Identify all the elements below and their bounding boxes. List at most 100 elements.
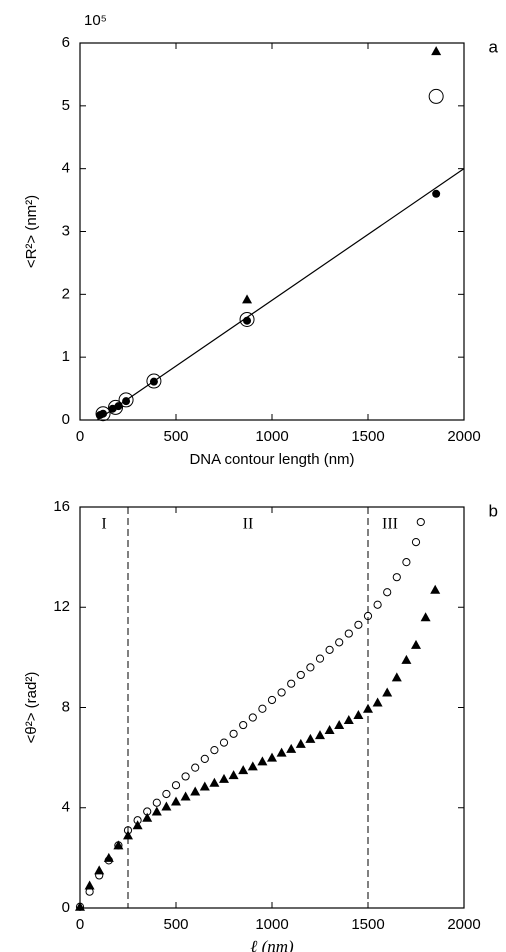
triangle-marker xyxy=(391,672,402,682)
open-circle-marker xyxy=(373,600,382,609)
open-circle-marker xyxy=(162,789,171,799)
y-tick-label: 6 xyxy=(62,34,70,51)
plot-frame xyxy=(79,506,465,909)
triangle-marker xyxy=(411,639,421,649)
triangle-marker xyxy=(151,806,162,816)
x-axis-label: ℓ (nm) xyxy=(250,937,294,952)
x-axis-label: DNA contour length (nm) xyxy=(189,451,354,468)
x-tick-label: 2000 xyxy=(447,428,480,445)
triangle-marker xyxy=(401,654,412,664)
triangle-marker xyxy=(276,747,287,757)
open-circle-marker xyxy=(146,373,162,389)
open-circle-marker xyxy=(402,558,411,567)
x-tick-label: 500 xyxy=(163,916,188,933)
triangle-marker xyxy=(286,743,297,753)
open-circle-marker xyxy=(411,537,421,547)
triangle-marker xyxy=(199,781,210,791)
x-tick-label: 1000 xyxy=(255,428,288,445)
triangle-marker xyxy=(123,830,133,840)
open-circle-marker xyxy=(219,738,229,747)
open-circle-marker xyxy=(287,679,296,688)
open-circle-marker xyxy=(171,781,181,790)
y-tick-label: 1 xyxy=(62,348,70,365)
open-circle-marker xyxy=(108,399,124,415)
triangle-marker xyxy=(420,612,431,622)
open-circle-marker xyxy=(354,620,363,629)
y-tick-label: 2 xyxy=(62,285,70,302)
triangle-marker xyxy=(171,796,181,806)
triangle-marker xyxy=(267,752,277,762)
y-tick-label: 16 xyxy=(53,498,70,515)
triangle-marker xyxy=(334,720,345,730)
open-circle-marker xyxy=(258,704,267,713)
y-tick-label: 5 xyxy=(62,97,70,114)
triangle-marker xyxy=(242,294,253,304)
triangle-marker xyxy=(161,801,172,811)
open-circle-marker xyxy=(229,729,238,738)
triangle-marker xyxy=(103,852,114,862)
triangle-marker xyxy=(142,812,153,822)
triangle-marker xyxy=(180,791,191,801)
triangle-marker xyxy=(113,840,124,850)
y-tick-label: 0 xyxy=(62,411,70,428)
axis-multiplier: 10⁵ xyxy=(84,12,107,29)
triangle-marker xyxy=(353,710,364,720)
triangle-marker xyxy=(257,756,268,766)
triangle-marker xyxy=(305,733,316,743)
triangle-marker xyxy=(363,703,373,713)
open-circle-marker xyxy=(267,695,277,705)
open-circle-marker xyxy=(325,645,334,654)
open-circle-marker xyxy=(248,713,257,722)
open-circle-marker xyxy=(200,754,209,763)
y-tick-label: 4 xyxy=(62,160,70,177)
open-circle-marker xyxy=(277,688,286,697)
open-circle-marker xyxy=(191,763,200,772)
y-tick-label: 12 xyxy=(53,598,70,615)
open-circle-marker xyxy=(239,720,248,730)
triangle-marker xyxy=(190,786,201,796)
panel-label: b xyxy=(489,501,498,520)
triangle-marker xyxy=(238,765,249,775)
triangle-marker xyxy=(247,761,258,771)
x-tick-label: 2000 xyxy=(447,916,480,933)
triangle-marker xyxy=(132,820,143,830)
open-circle-marker xyxy=(152,798,161,807)
y-axis-label: <R²> (nm²) xyxy=(23,195,40,268)
triangle-marker xyxy=(382,687,393,697)
triangle-marker xyxy=(84,880,95,890)
triangle-marker xyxy=(228,770,239,780)
open-circle-marker xyxy=(296,670,305,680)
triangle-marker xyxy=(295,738,306,748)
region-label: II xyxy=(243,516,254,533)
x-tick-label: 0 xyxy=(76,916,84,933)
triangle-marker xyxy=(372,697,383,707)
open-circle-marker xyxy=(344,629,353,638)
x-tick-label: 1500 xyxy=(351,428,384,445)
open-circle-marker xyxy=(315,654,325,663)
triangle-marker xyxy=(94,865,105,875)
open-circle-marker xyxy=(95,406,111,422)
open-circle-marker xyxy=(363,611,373,621)
triangle-marker xyxy=(430,584,441,594)
y-tick-label: 3 xyxy=(62,222,70,239)
open-circle-marker xyxy=(416,517,425,527)
x-tick-label: 0 xyxy=(76,428,84,445)
filled-circle-marker xyxy=(99,409,108,418)
plot-frame xyxy=(79,42,465,421)
y-tick-label: 8 xyxy=(62,698,70,715)
fit-line xyxy=(96,168,465,421)
open-circle-marker xyxy=(306,663,315,672)
triangle-marker xyxy=(75,901,85,911)
triangle-marker xyxy=(324,725,335,735)
open-circle-marker xyxy=(335,638,344,647)
panel-label: a xyxy=(489,37,499,56)
region-label: III xyxy=(382,516,398,533)
triangle-marker xyxy=(219,773,229,783)
open-circle-marker xyxy=(239,311,255,327)
x-tick-label: 1000 xyxy=(255,916,288,933)
x-tick-label: 1500 xyxy=(351,916,384,933)
triangle-marker xyxy=(343,715,354,725)
open-circle-marker xyxy=(428,88,444,104)
y-tick-label: 0 xyxy=(62,899,70,916)
